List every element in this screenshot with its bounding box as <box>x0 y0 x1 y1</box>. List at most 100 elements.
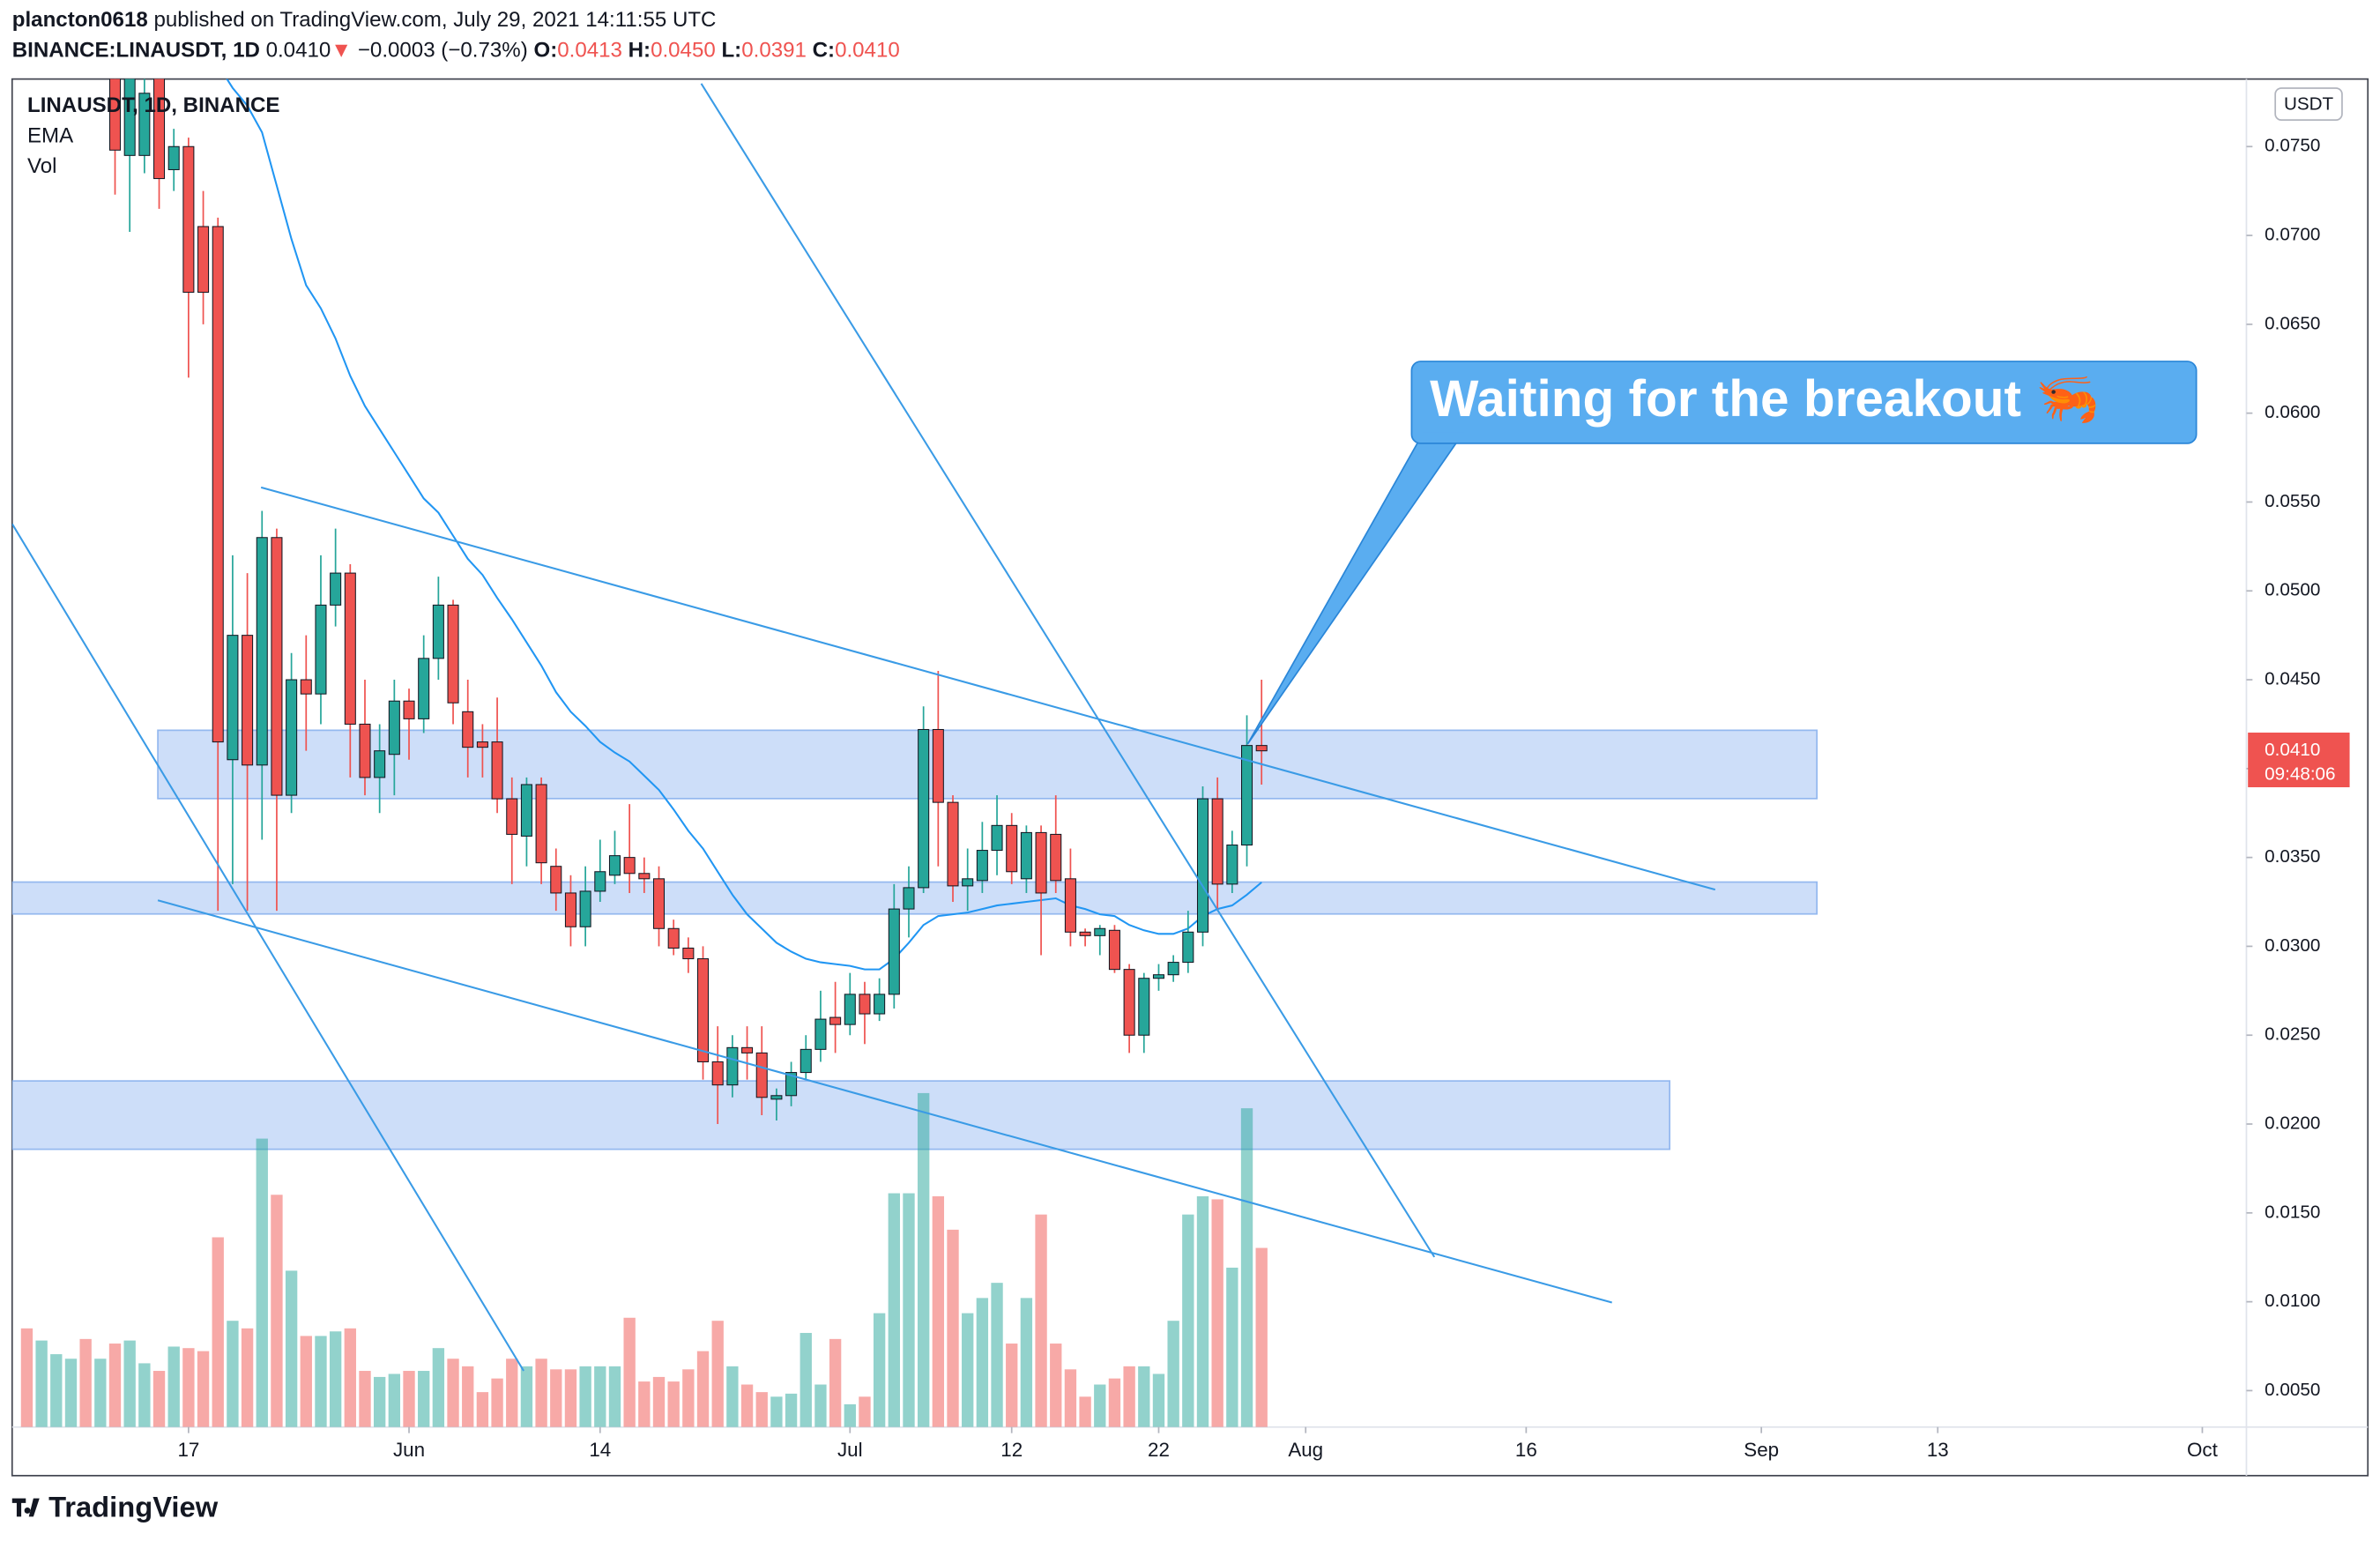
callout-text: Waiting for the breakout 🦐 <box>1430 370 2100 428</box>
x-tick-label: 12 <box>1000 1439 1023 1461</box>
volume-bar <box>64 1359 78 1427</box>
volume-bar <box>888 1193 900 1427</box>
last-price: 0.0410 <box>266 39 331 63</box>
candle-body <box>1152 974 1164 979</box>
candle-body <box>991 824 1003 852</box>
candle-body <box>1211 798 1223 885</box>
volume-bar <box>271 1195 283 1427</box>
last-price-box <box>2248 733 2350 788</box>
candle-body <box>711 1061 724 1086</box>
candle-body <box>1006 824 1018 873</box>
volume-bar <box>20 1328 33 1427</box>
volume-bar <box>462 1366 474 1427</box>
candle-body <box>506 798 518 835</box>
volume-bar <box>152 1371 166 1427</box>
volume-bar <box>564 1369 577 1427</box>
volume-bar <box>1123 1366 1135 1427</box>
y-tick-label: 0.0050 <box>2265 1380 2320 1400</box>
candle-body <box>462 711 474 748</box>
ohlc-value: 0.0410 <box>835 39 900 63</box>
volume-bar <box>1196 1196 1209 1427</box>
candle-body <box>197 226 210 294</box>
candle-body <box>212 226 224 743</box>
volume-bar <box>535 1359 547 1427</box>
candle-body <box>888 908 900 995</box>
volume-bar <box>1035 1214 1047 1427</box>
candle-body <box>359 723 371 778</box>
volume-bar <box>432 1348 445 1427</box>
legend-ema: EMA <box>27 123 74 147</box>
legend-title: LINAUSDT, 1D, BINANCE <box>27 93 279 117</box>
volume-bar <box>388 1374 401 1427</box>
volume-bar <box>917 1092 930 1427</box>
volume-bar <box>476 1392 489 1427</box>
candle-body <box>785 1072 798 1097</box>
last-price-label: 0.0410 <box>2265 740 2320 760</box>
volume-bar <box>241 1328 254 1427</box>
candle-body <box>623 857 636 875</box>
candle-body <box>932 728 944 803</box>
candle-body <box>227 635 239 761</box>
volume-bar <box>212 1237 224 1427</box>
volume-bar <box>35 1340 48 1427</box>
volume-bar <box>197 1351 210 1427</box>
volume-bar <box>227 1321 239 1427</box>
y-tick-label: 0.0100 <box>2265 1291 2320 1311</box>
currency-box[interactable] <box>2274 87 2343 122</box>
candle-body <box>1064 878 1076 933</box>
candle-body <box>167 145 180 170</box>
series <box>20 78 1268 1427</box>
candle-body <box>726 1046 739 1086</box>
y-tick-label: 0.0350 <box>2265 846 2320 867</box>
y-tick-label: 0.0200 <box>2265 1113 2320 1133</box>
candle-body <box>315 604 327 695</box>
x-tick-label: Jun <box>393 1439 425 1461</box>
logo-mark <box>11 1498 40 1517</box>
candle-body <box>1255 745 1268 752</box>
volume-bar <box>829 1338 842 1427</box>
volume-bar <box>167 1346 180 1427</box>
volume-bar <box>1240 1108 1253 1427</box>
candle-body <box>1182 931 1194 964</box>
volume-bar <box>108 1344 122 1427</box>
volume-bar <box>1152 1374 1165 1427</box>
volume-bar <box>579 1366 591 1427</box>
volume-bar <box>1079 1396 1091 1427</box>
candle-body <box>1050 833 1062 882</box>
volume-bar <box>1050 1344 1062 1427</box>
volume-bar <box>1255 1247 1268 1427</box>
candle-body <box>388 700 400 756</box>
volume-bar <box>1138 1366 1150 1427</box>
x-tick-label: 14 <box>589 1439 611 1461</box>
volume-bar <box>859 1396 871 1427</box>
candle-body <box>1020 831 1032 880</box>
zone <box>11 1080 1670 1150</box>
candle-body <box>608 855 621 876</box>
callout <box>1410 361 2198 444</box>
volume-bar <box>903 1193 915 1427</box>
logo: TradingView <box>11 1490 219 1522</box>
candle-body <box>374 750 386 778</box>
volume-bar <box>873 1313 886 1427</box>
candle-body <box>1035 831 1047 894</box>
volume-bar <box>608 1366 621 1427</box>
publisher: plancton0618 <box>12 9 148 33</box>
candle-body <box>108 78 122 151</box>
candle-body <box>271 537 283 796</box>
candle-body <box>962 878 974 887</box>
candle-body <box>1226 845 1238 885</box>
volume-bar <box>740 1384 754 1427</box>
volume-bar <box>594 1366 606 1427</box>
change-arrow: ▼ <box>331 39 352 63</box>
trend-lines <box>11 83 1716 1372</box>
volume-bar <box>947 1229 959 1427</box>
volume-bar <box>844 1403 856 1427</box>
volume-bar <box>373 1376 386 1427</box>
logo-text: TradingView <box>48 1490 219 1522</box>
candle-body <box>1079 931 1091 936</box>
candle-body <box>1167 962 1179 976</box>
candle-body <box>564 892 576 927</box>
volume-bar <box>932 1196 945 1427</box>
candle-body <box>138 93 151 156</box>
